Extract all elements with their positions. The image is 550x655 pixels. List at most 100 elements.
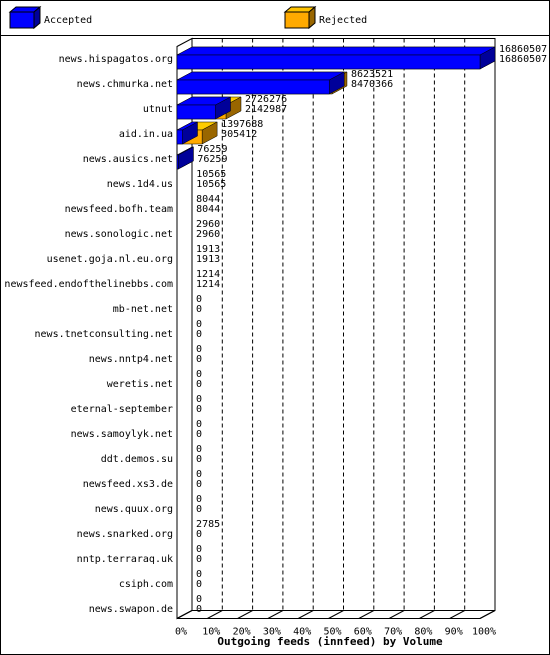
value-label: 2960	[196, 219, 220, 230]
y-tick-label: nntp.terraraq.uk	[77, 554, 173, 565]
y-tick-label: news.samoylyk.net	[71, 429, 173, 440]
value-label: 10565	[196, 169, 226, 180]
y-tick-label: news.chmurka.net	[77, 79, 173, 90]
value-label: 10565	[196, 179, 226, 190]
value-label: 0	[196, 469, 202, 480]
bar-top	[176, 46, 496, 56]
value-label: 0	[196, 319, 202, 330]
bar	[176, 46, 496, 70]
legend-label: Accepted	[44, 15, 92, 26]
value-label: 0	[196, 554, 202, 565]
legend-swatch	[9, 11, 35, 29]
y-tick-label: eternal-september	[71, 404, 173, 415]
value-label: 305412	[221, 129, 257, 140]
y-tick-label: news.snarked.org	[77, 529, 173, 540]
value-label: 0	[196, 594, 202, 605]
y-tick-label: news.quux.org	[95, 504, 173, 515]
x-tick	[388, 610, 405, 619]
value-label: 16860507	[499, 54, 547, 65]
bar-front	[176, 129, 183, 145]
y-tick-label: news.hispagatos.org	[59, 54, 173, 65]
value-label: 0	[196, 429, 202, 440]
y-tick-label: usenet.goja.nl.eu.org	[47, 254, 173, 265]
y-tick-label: utnut	[143, 104, 173, 115]
bar-front	[176, 104, 216, 120]
value-label: 0	[196, 504, 202, 515]
value-label: 0	[196, 304, 202, 315]
chart-title: Outgoing feeds (innfeed) by Volume	[217, 635, 443, 648]
bar-front	[176, 79, 330, 95]
value-label: 16860507	[499, 44, 547, 55]
x-tick-label: 0%	[175, 627, 187, 638]
bar	[176, 71, 345, 95]
bar-front	[176, 154, 179, 170]
value-label: 0	[196, 544, 202, 555]
value-label: 0	[196, 454, 202, 465]
value-label: 0	[196, 354, 202, 365]
y-tick-label: aid.in.ua	[119, 129, 173, 140]
value-label: 0	[196, 494, 202, 505]
y-tick-label: mb-net.net	[113, 304, 173, 315]
value-label: 8623521	[351, 69, 393, 80]
x-tick-label: 60%	[354, 627, 372, 638]
value-label: 0	[196, 379, 202, 390]
y-tick-label: news.sonologic.net	[65, 229, 173, 240]
value-label: 1397688	[221, 119, 263, 130]
x-tick-label: 50%	[323, 627, 341, 638]
value-label: 0	[196, 444, 202, 455]
x-tick	[207, 610, 223, 619]
value-label: 0	[196, 394, 202, 405]
x-tick-label: 90%	[445, 627, 463, 638]
x-tick	[328, 610, 344, 619]
y-tick-label: newsfeed.endofthelinebbs.com	[4, 279, 173, 290]
x-tick-label: 80%	[414, 627, 432, 638]
x-tick	[297, 610, 314, 619]
value-label: 1214	[196, 269, 220, 280]
value-label: 0	[196, 579, 202, 590]
value-label: 8470366	[351, 79, 393, 90]
y-tick-label: csiph.com	[119, 579, 173, 590]
value-label: 0	[196, 404, 202, 415]
value-label: 0	[196, 419, 202, 430]
x-tick-label: 70%	[384, 627, 402, 638]
bar	[176, 121, 198, 145]
x-tick-label: 100%	[472, 627, 496, 638]
value-label: 0	[196, 294, 202, 305]
value-label: 8044	[196, 194, 220, 205]
x-tick	[419, 610, 435, 619]
legend-label: Rejected	[319, 15, 367, 26]
bar	[176, 146, 194, 170]
y-tick-label: ddt.demos.su	[101, 454, 173, 465]
x-tick-label: 10%	[202, 627, 220, 638]
value-label: 1913	[196, 254, 220, 265]
value-label: 2726276	[245, 94, 287, 105]
x-tick	[267, 610, 284, 619]
y-tick-label: news.tnetconsulting.net	[35, 329, 173, 340]
x-tick	[176, 610, 193, 619]
y-tick-label: news.ausics.net	[83, 154, 173, 165]
value-label: 0	[196, 569, 202, 580]
x-tick	[449, 610, 465, 619]
y-tick-label: newsfeed.xs3.de	[83, 479, 173, 490]
value-label: 1214	[196, 279, 220, 290]
x-tick	[358, 610, 375, 619]
value-label: 76259	[197, 144, 227, 155]
value-label: 2142987	[245, 104, 287, 115]
x-tick	[237, 610, 253, 619]
bar	[176, 96, 231, 120]
x-tick-label: 40%	[293, 627, 311, 638]
x-tick	[479, 610, 496, 619]
bar-front	[176, 54, 481, 70]
value-label: 0	[196, 529, 202, 540]
y-tick-label: weretis.net	[107, 379, 173, 390]
y-tick-label: news.swapon.de	[89, 604, 173, 615]
x-tick-label: 30%	[263, 627, 281, 638]
value-label: 76259	[197, 154, 227, 165]
x-tick-label: 20%	[233, 627, 251, 638]
value-label: 0	[196, 479, 202, 490]
value-label: 1913	[196, 244, 220, 255]
value-label: 8044	[196, 204, 220, 215]
bar-top	[176, 71, 345, 81]
value-label: 2960	[196, 229, 220, 240]
y-tick-label: news.nntp4.net	[89, 354, 173, 365]
